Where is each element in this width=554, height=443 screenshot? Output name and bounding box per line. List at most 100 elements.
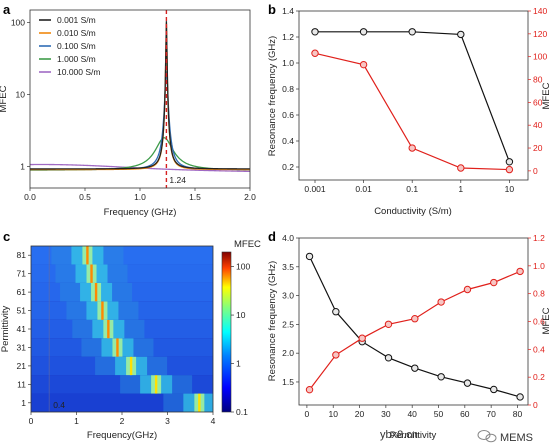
y-axis-label-c: Permittivity [0, 306, 11, 353]
x-axis-label-d: Permittivity [390, 430, 437, 441]
heatmap-row [31, 301, 213, 320]
data-point-b [408, 28, 416, 36]
x-tick-label-a: 1.0 [134, 192, 146, 202]
y-tick-label-a: 100 [11, 18, 25, 28]
y-right-tick-label-b: 120 [533, 29, 547, 39]
y-axis-right-label-b: MFEC [541, 82, 552, 109]
colorbar-tick-label: 1 [236, 359, 241, 369]
x-axis-label-a: Frequency (GHz) [104, 207, 177, 218]
x-tick-label-a: 2.0 [244, 192, 256, 202]
y-right-tick-label-b: 80 [533, 75, 543, 85]
legend-entry-a: 0.100 S/m [57, 41, 96, 51]
data-point-d [384, 320, 393, 328]
data-point-d [411, 315, 419, 323]
heatmap-row [31, 393, 213, 412]
resonance-annotation: 1.24 [169, 175, 186, 185]
heatmap-row [31, 282, 213, 302]
data-point-d [411, 364, 419, 372]
x-tick-label-d: 70 [486, 409, 496, 419]
heatmap-ridge [198, 393, 201, 412]
y-tick-label-a: 10 [16, 90, 26, 100]
wechat-icon [477, 430, 497, 443]
heatmap-ridge [86, 246, 89, 265]
y-tick-label-c: 71 [17, 269, 27, 279]
data-point-d [384, 354, 393, 362]
series-line-d-1 [309, 270, 521, 391]
data-point-d [490, 385, 498, 394]
x-axis-label-b: Conductivity (S/m) [374, 206, 452, 217]
heatmap-ridge [107, 319, 110, 339]
heatmap-ridge [116, 338, 119, 357]
y-axis-label-a: MFEC [0, 85, 9, 112]
panel-label-c: c [3, 229, 10, 244]
colorbar-tick-label: 10 [236, 310, 246, 320]
y-tick-label-c: 81 [17, 250, 27, 260]
data-point-d [437, 298, 445, 306]
heatmap-annotation: 0.4 [53, 400, 65, 410]
data-point-d [437, 373, 445, 381]
data-point-b [359, 60, 368, 69]
data-point-b [505, 158, 514, 166]
x-tick-label-c: 3 [165, 416, 170, 426]
x-tick-label-b: 0.001 [304, 184, 326, 194]
x-tick-label-d: 30 [381, 409, 391, 419]
series-line-b-0 [315, 31, 510, 163]
x-tick-label-d: 60 [460, 409, 470, 419]
y-right-tick-label-d: 0.8 [533, 289, 545, 299]
y-tick-label-c: 1 [21, 398, 26, 408]
colorbar [221, 251, 232, 413]
y-right-tick-label-b: 100 [533, 52, 547, 62]
y-tick-label-a: 1 [20, 161, 25, 171]
data-point-d [358, 334, 366, 342]
data-point-d [332, 308, 340, 316]
panel-label-a: a [3, 2, 11, 17]
colorbar-tick-label: 0.1 [236, 407, 248, 417]
legend-entry-a: 0.001 S/m [57, 15, 96, 25]
y-tick-label-d: 2.5 [282, 319, 294, 329]
data-point-b [311, 49, 319, 57]
y-tick-label-d: 2.0 [282, 348, 294, 358]
y-tick-label-c: 41 [17, 324, 27, 334]
y-right-tick-label-b: 0 [533, 166, 538, 176]
y-tick-label-d: 3.0 [282, 291, 294, 301]
x-tick-label-b: 10 [505, 184, 515, 194]
y-right-tick-label-d: 0.4 [533, 344, 545, 354]
data-point-b [457, 30, 465, 39]
y-tick-label-b: 0.8 [282, 84, 294, 94]
y-axis-label-d: Resonance frequency (GHz) [267, 261, 278, 381]
legend-entry-a: 1.000 S/m [57, 54, 96, 64]
x-tick-label-d: 10 [328, 409, 338, 419]
series-line-d-0 [308, 256, 521, 398]
y-right-tick-label-d: 1.0 [533, 261, 545, 271]
y-right-tick-label-b: 60 [533, 97, 543, 107]
x-tick-label-a: 1.5 [189, 192, 201, 202]
series-line-a-2 [30, 71, 250, 171]
y-tick-label-c: 11 [17, 379, 26, 389]
data-point-b [408, 144, 416, 152]
data-point-d [463, 379, 472, 387]
panel-label-d: d [268, 229, 276, 244]
heatmap-ridge [90, 264, 93, 283]
colorbar-tick-label: 100 [236, 262, 250, 272]
colorbar-label: MFEC [234, 239, 261, 250]
series-line-a-0 [30, 21, 250, 170]
y-tick-label-c: 21 [17, 361, 27, 371]
y-tick-label-d: 1.5 [282, 377, 294, 387]
x-tick-label-d: 20 [355, 409, 365, 419]
x-tick-label-d: 40 [407, 409, 417, 419]
data-point-b [359, 28, 368, 36]
y-tick-label-c: 51 [17, 306, 27, 316]
data-point-d [516, 267, 524, 276]
x-tick-label-b: 1 [458, 184, 463, 194]
y-tick-label-d: 3.5 [282, 262, 294, 272]
y-tick-label-b: 1.4 [282, 6, 294, 16]
data-point-d [490, 278, 498, 287]
x-tick-label-c: 4 [211, 416, 216, 426]
y-right-tick-label-d: 0.2 [533, 372, 545, 382]
data-point-b [311, 28, 319, 36]
watermark-site: ybx8.cn [380, 429, 418, 441]
y-axis-right-label-d: MFEC [541, 307, 552, 334]
